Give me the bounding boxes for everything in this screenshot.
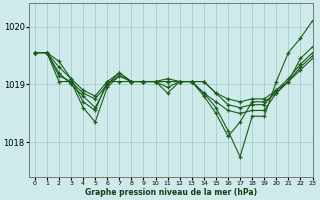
X-axis label: Graphe pression niveau de la mer (hPa): Graphe pression niveau de la mer (hPa) [84, 188, 257, 197]
